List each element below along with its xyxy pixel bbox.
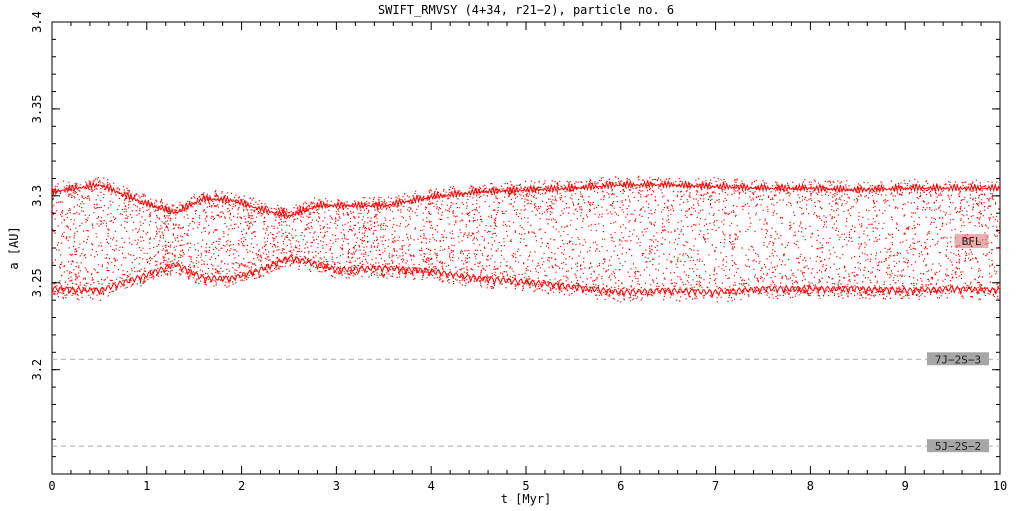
series-0-points	[52, 175, 1001, 303]
x-tick-label-2: 2	[238, 479, 245, 493]
chart-title: SWIFT_RMVSY (4+34, r21−2), particle no. …	[378, 3, 674, 17]
x-axis-ticks: 0 1 2 3 4 5 6 7 8 9 10	[48, 22, 1007, 493]
annotation-label-0: BFL	[962, 235, 982, 248]
x-tick-label-0: 0	[48, 479, 55, 493]
y-tick-label-4: 3.4	[30, 11, 44, 33]
resonance-label-0: 7J−2S−3	[935, 353, 981, 366]
x-axis-label: t [Myr]	[501, 492, 552, 506]
annotations: BFL	[954, 234, 989, 249]
x-tick-label-7: 7	[712, 479, 719, 493]
y-tick-label-0: 3.2	[30, 359, 44, 381]
y-tick-label-2: 3.3	[30, 185, 44, 207]
y-axis-label: a [AU]	[7, 226, 21, 269]
x-tick-label-9: 9	[902, 479, 909, 493]
y-tick-label-1: 3.25	[30, 268, 44, 297]
x-tick-label-8: 8	[807, 479, 814, 493]
resonance-label-bg-0	[927, 352, 989, 366]
x-tick-label-6: 6	[617, 479, 624, 493]
scatter-band	[51, 175, 1001, 303]
annotation-bg-0	[954, 234, 989, 249]
x-tick-label-5: 5	[522, 479, 529, 493]
plot-frame	[51, 21, 1001, 475]
resonance-label-bg-1	[927, 439, 989, 453]
y-axis-ticks: 3.2 3.25 3.3 3.35 3.4	[30, 11, 1000, 475]
series-0-upper-edge	[51, 178, 1001, 220]
x-tick-label-4: 4	[428, 479, 435, 493]
x-tick-label-3: 3	[333, 479, 340, 493]
x-tick-label-1: 1	[143, 479, 150, 493]
resonance-label-1: 5J−2S−2	[935, 440, 981, 453]
series-0-lower-edge	[51, 254, 1001, 298]
y-tick-label-3: 3.35	[30, 94, 44, 123]
x-tick-label-10: 10	[993, 479, 1007, 493]
reference-lines: 7J−2S−3 5J−2S−2	[52, 352, 1000, 453]
